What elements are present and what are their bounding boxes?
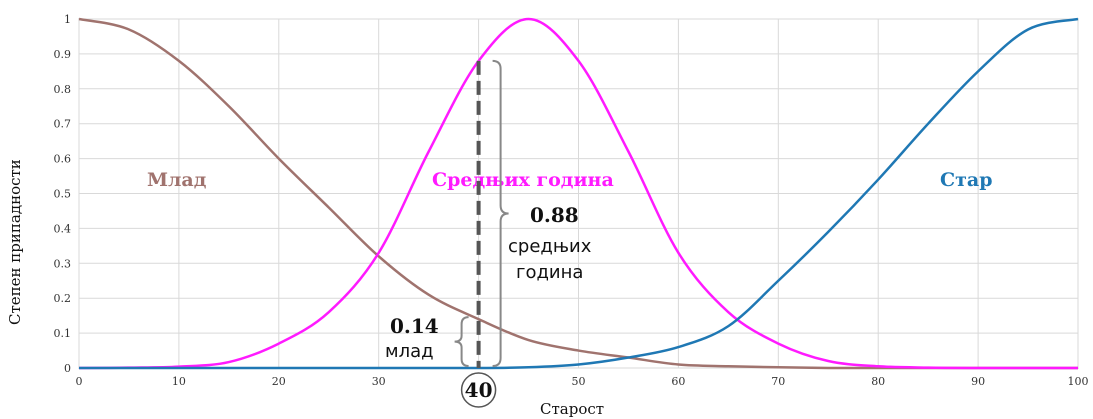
x-tick-label: 20 bbox=[272, 375, 286, 388]
series-line-middle bbox=[78, 17, 1078, 370]
middle-label-line1: средњих bbox=[508, 236, 592, 257]
y-tick-label: 0.2 bbox=[54, 292, 72, 305]
marker-circle bbox=[460, 372, 497, 408]
y-tick-labels: 0 0.1 0.2 0.3 0.4 0.5 0.6 0.7 0.8 0.9 1 bbox=[54, 13, 72, 375]
y-tick-label: 0.1 bbox=[54, 327, 72, 340]
series-label-middle: Средњих година bbox=[432, 169, 614, 191]
y-tick-label: 0.4 bbox=[54, 222, 72, 235]
x-tick-label: 60 bbox=[671, 375, 685, 388]
y-tick-label: 0.9 bbox=[54, 48, 72, 61]
middle-brace bbox=[492, 59, 509, 367]
x-axis-label: Старост bbox=[540, 400, 604, 418]
x-tick-label: 90 bbox=[971, 375, 985, 388]
y-tick-label: 0.5 bbox=[54, 188, 72, 201]
y-tick-label: 0.3 bbox=[54, 257, 72, 270]
x-tick-labels: 0102030405060708090100 bbox=[76, 375, 1089, 388]
x-tick-label: 30 bbox=[372, 375, 386, 388]
y-tick-label: 1 bbox=[64, 13, 71, 26]
series-line-old bbox=[79, 17, 1079, 370]
series-label-young: Млад bbox=[147, 169, 207, 191]
x-tick-label: 0 bbox=[76, 375, 83, 388]
x-tick-label: 10 bbox=[172, 375, 186, 388]
x-tick-label: 80 bbox=[871, 375, 885, 388]
middle-value: 0.88 bbox=[530, 203, 579, 227]
y-tick-label: 0.8 bbox=[54, 83, 72, 96]
annotations: 0.88 средњих година 0.14 млад 40 bbox=[385, 59, 592, 408]
series-label-old: Стар bbox=[940, 169, 993, 191]
middle-label-line2: година bbox=[516, 262, 583, 283]
x-tick-label: 70 bbox=[771, 375, 785, 388]
x-tick-label: 50 bbox=[572, 375, 586, 388]
marker-label: 40 bbox=[465, 378, 493, 402]
young-value: 0.14 bbox=[390, 314, 439, 338]
series-curves bbox=[78, 17, 1079, 370]
young-brace bbox=[454, 316, 469, 367]
y-tick-label: 0.6 bbox=[54, 153, 72, 166]
y-tick-label: 0 bbox=[64, 362, 71, 375]
y-axis-label: Степен припадности bbox=[6, 159, 24, 325]
y-tick-label: 0.7 bbox=[54, 118, 72, 131]
young-label: млад bbox=[385, 341, 434, 362]
x-tick-label: 100 bbox=[1068, 375, 1089, 388]
